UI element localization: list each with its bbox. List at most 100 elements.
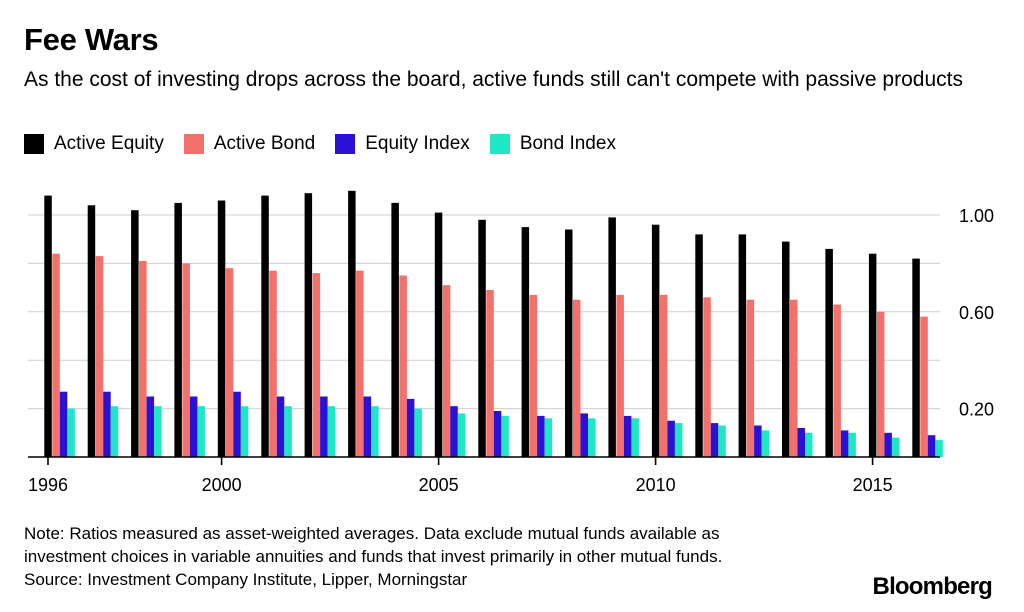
legend: Active Equity Active Bond Equity Index B… [24, 133, 636, 155]
bar-active-bond-2011 [703, 297, 711, 457]
source-line: Source: Investment Company Institute, Li… [24, 570, 468, 589]
legend-label-equity-index: Equity Index [365, 133, 470, 154]
bar-equity-index-2012 [754, 425, 762, 457]
bar-bond-index-2002 [327, 406, 336, 457]
chart-note: Note: Ratios measured as asset-weighted … [24, 522, 722, 591]
legend-swatch-bond-index [489, 134, 510, 154]
x-tick-label: 2000 [202, 475, 242, 495]
bar-bond-index-2012 [761, 430, 770, 457]
bar-active-bond-2005 [442, 285, 451, 457]
bar-active-equity-2008 [565, 229, 573, 457]
bar-bond-index-2000 [240, 406, 249, 457]
bar-active-bond-2004 [399, 275, 407, 457]
bar-equity-index-2003 [363, 396, 372, 457]
legend-swatch-active-bond [183, 134, 204, 154]
bar-active-equity-2001 [261, 195, 269, 457]
bar-equity-index-2009 [623, 415, 632, 457]
bar-bond-index-2008 [588, 418, 596, 457]
bar-bond-index-2014 [848, 432, 856, 457]
bar-active-equity-1997 [87, 205, 96, 457]
bar-bond-index-2005 [457, 413, 466, 457]
bar-equity-index-2016 [927, 435, 936, 457]
bar-active-bond-1997 [95, 256, 104, 457]
bar-equity-index-2013 [797, 428, 805, 457]
bar-active-bond-1998 [139, 261, 147, 457]
bar-active-bond-2007 [529, 294, 538, 457]
bar-equity-index-2001 [276, 396, 285, 457]
bar-equity-index-2011 [710, 423, 719, 457]
bar-equity-index-2008 [580, 413, 588, 457]
axis-layer: 1.00 0.60 0.20 1996 2000 2005 2010 2015 [28, 206, 994, 495]
bar-active-equity-1998 [131, 210, 139, 457]
bar-equity-index-2005 [450, 406, 458, 457]
y-tick-label: 0.20 [959, 400, 994, 420]
bar-layer [44, 190, 943, 458]
bar-equity-index-2007 [537, 415, 545, 457]
bar-active-bond-1996 [52, 253, 60, 457]
bar-active-equity-2002 [304, 193, 313, 457]
legend-swatch-active-equity [24, 134, 44, 154]
bar-bond-index-2013 [805, 432, 813, 457]
bar-bond-index-2016 [935, 440, 943, 457]
x-tick-label: 2005 [419, 475, 459, 495]
bar-active-bond-2008 [573, 299, 581, 457]
bar-active-equity-1999 [174, 202, 182, 457]
bar-active-bond-2009 [616, 294, 624, 457]
bar-equity-index-2006 [493, 411, 502, 457]
bar-active-bond-2010 [659, 294, 668, 457]
bar-active-equity-2014 [825, 248, 833, 457]
bar-active-bond-2002 [312, 273, 321, 457]
bloomberg-logo: Bloomberg [872, 573, 993, 600]
legend-item-active-equity: Active Equity [24, 133, 164, 155]
bar-bond-index-1997 [110, 406, 119, 457]
bar-active-equity-2009 [608, 217, 616, 457]
bar-bond-index-2011 [718, 425, 726, 457]
bar-bond-index-2003 [371, 406, 379, 457]
bar-active-bond-2000 [225, 268, 234, 457]
y-tick-label: 0.60 [959, 303, 994, 323]
note-line-2: investment choices in variable annuities… [24, 547, 723, 566]
bar-active-bond-2006 [486, 290, 494, 457]
bar-equity-index-2002 [320, 396, 328, 457]
bar-bond-index-2007 [544, 418, 553, 457]
bar-equity-index-2000 [233, 391, 241, 457]
bar-bond-index-1999 [197, 406, 205, 457]
bar-active-equity-2004 [391, 202, 399, 457]
note-line-1: Note: Ratios measured as asset-weighted … [24, 524, 720, 543]
x-tick-label: 1996 [28, 475, 68, 495]
legend-label-active-equity: Active Equity [54, 133, 164, 154]
bar-bond-index-2004 [414, 408, 422, 457]
legend-item-active-bond: Active Bond [183, 133, 315, 155]
bar-active-equity-2005 [434, 212, 443, 457]
bar-bond-index-1998 [154, 406, 162, 457]
bar-active-equity-2006 [478, 219, 486, 457]
bar-active-equity-2013 [782, 241, 790, 457]
bar-bond-index-2006 [501, 415, 509, 457]
x-tick-label: 2010 [636, 475, 676, 495]
bar-equity-index-2015 [884, 432, 892, 457]
chart-title: Fee Wars [24, 22, 159, 57]
bar-equity-index-2014 [840, 430, 849, 457]
legend-item-equity-index: Equity Index [335, 133, 470, 155]
legend-swatch-equity-index [335, 134, 356, 154]
bar-equity-index-1998 [146, 396, 155, 457]
bar-equity-index-1999 [189, 396, 198, 457]
bar-active-equity-2015 [868, 253, 877, 457]
bar-bond-index-2009 [631, 418, 639, 457]
bar-equity-index-1996 [59, 391, 68, 457]
bar-active-bond-2014 [833, 304, 841, 457]
bar-active-bond-2003 [356, 270, 364, 457]
chart-subtitle: As the cost of investing drops across th… [24, 68, 963, 91]
y-tick-label: 1.00 [959, 206, 994, 226]
bar-active-equity-1996 [44, 195, 52, 457]
bar-active-equity-2011 [695, 234, 703, 457]
bar-bond-index-2010 [674, 423, 683, 457]
bar-active-equity-2007 [521, 227, 530, 457]
bar-equity-index-2010 [667, 420, 675, 457]
bar-active-bond-2012 [746, 299, 755, 457]
bar-active-bond-2013 [790, 299, 798, 457]
bar-active-bond-2015 [876, 311, 885, 457]
legend-label-bond-index: Bond Index [519, 133, 616, 154]
legend-item-bond-index: Bond Index [489, 133, 616, 155]
